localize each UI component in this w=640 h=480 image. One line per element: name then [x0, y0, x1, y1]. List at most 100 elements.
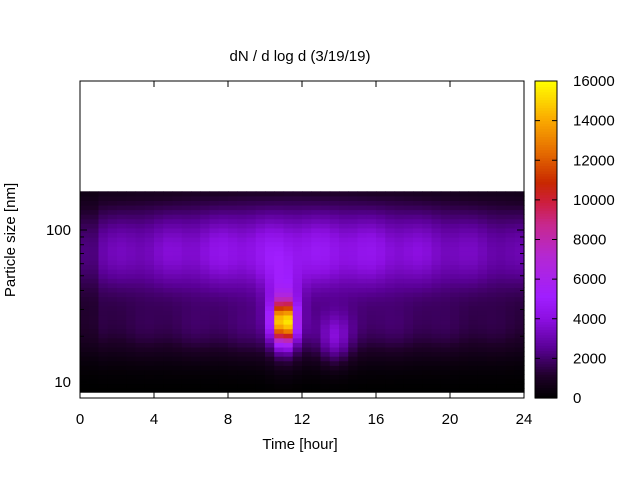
- heatmap-cell: [126, 314, 137, 321]
- heatmap-cell: [440, 388, 451, 394]
- heatmap-cell: [339, 191, 349, 197]
- y-axis-label: Particle size [nm]: [2, 183, 19, 297]
- heatmap-cell: [255, 328, 266, 334]
- heatmap-cell: [329, 346, 340, 353]
- heatmap-cell: [339, 255, 349, 261]
- heatmap-cell: [514, 209, 525, 215]
- heatmap-cell: [459, 314, 470, 321]
- heatmap-cell: [107, 200, 118, 206]
- heatmap-cell: [496, 209, 507, 215]
- colorbar-segment: [535, 181, 557, 185]
- heatmap-cell: [329, 273, 340, 279]
- heatmap-cell: [246, 223, 257, 229]
- heatmap-cell: [459, 191, 470, 197]
- heatmap-cell: [422, 232, 433, 238]
- heatmap-cell: [144, 227, 155, 234]
- heatmap-cell: [89, 378, 100, 385]
- heatmap-cell: [218, 337, 229, 343]
- heatmap-cell: [144, 278, 155, 284]
- heatmap-cell: [496, 250, 507, 256]
- heatmap-cell: [200, 227, 211, 234]
- heatmap-cell: [126, 264, 137, 270]
- colorbar-segment: [535, 149, 557, 153]
- heatmap-cell: [413, 269, 423, 275]
- heatmap-cell: [246, 324, 257, 330]
- heatmap-cell: [154, 346, 164, 353]
- heatmap-cell: [172, 273, 183, 279]
- heatmap-cell: [477, 378, 488, 385]
- heatmap-cell: [218, 250, 229, 256]
- heatmap-cell: [218, 200, 229, 206]
- heatmap-cell: [329, 282, 340, 288]
- heatmap-cell: [283, 378, 294, 385]
- heatmap-cell: [440, 346, 451, 353]
- heatmap-cell: [126, 269, 137, 275]
- heatmap-cell: [311, 301, 322, 307]
- heatmap-cell: [80, 246, 90, 252]
- heatmap-cell: [505, 356, 516, 362]
- heatmap-cell: [385, 250, 396, 256]
- heatmap-cell: [246, 310, 257, 316]
- heatmap-cell: [209, 250, 220, 256]
- heatmap-cell: [422, 383, 433, 389]
- heatmap-cell: [274, 218, 285, 224]
- heatmap-cell: [311, 209, 322, 215]
- heatmap-cell: [468, 282, 479, 288]
- heatmap-cell: [98, 250, 109, 256]
- heatmap-cell: [505, 250, 516, 256]
- heatmap-cell: [329, 259, 340, 266]
- heatmap-cell: [348, 360, 359, 366]
- heatmap-cell: [246, 369, 257, 376]
- heatmap-cell: [422, 301, 433, 307]
- heatmap-cell: [228, 191, 238, 197]
- colorbar-segment: [535, 316, 557, 320]
- heatmap-cell: [107, 333, 118, 339]
- heatmap-cell: [163, 259, 174, 266]
- heatmap-cell: [413, 259, 423, 266]
- heatmap-cell: [440, 204, 451, 211]
- heatmap-cell: [487, 337, 497, 343]
- heatmap-cell: [413, 319, 423, 325]
- heatmap-cell: [366, 301, 377, 307]
- heatmap-cell: [154, 204, 164, 211]
- colorbar-segment: [535, 374, 557, 378]
- heatmap-cell: [376, 374, 386, 380]
- heatmap-cell: [246, 218, 257, 224]
- heatmap-cell: [209, 200, 220, 206]
- colorbar-segment: [535, 292, 557, 296]
- heatmap-cell: [477, 191, 488, 197]
- heatmap-cell: [468, 200, 479, 206]
- heatmap-cell: [200, 328, 211, 334]
- heatmap-cell: [440, 227, 451, 234]
- heatmap-cell: [394, 255, 405, 261]
- heatmap-cell: [514, 223, 525, 229]
- heatmap-cell: [394, 388, 405, 394]
- heatmap-cell: [329, 378, 340, 385]
- heatmap-cell: [514, 369, 525, 376]
- heatmap-cell: [191, 328, 201, 334]
- heatmap-cell: [477, 383, 488, 389]
- heatmap-cell: [366, 259, 377, 266]
- heatmap-cell: [255, 296, 266, 302]
- heatmap-cell: [348, 337, 359, 343]
- heatmap-cell: [385, 333, 396, 339]
- colorbar-segment: [535, 96, 557, 101]
- heatmap-cell: [357, 369, 368, 376]
- heatmap-cell: [107, 305, 118, 311]
- heatmap-cell: [477, 214, 488, 220]
- heatmap-cell: [200, 319, 211, 325]
- heatmap-cell: [107, 388, 118, 394]
- colorbar-segment: [535, 205, 557, 209]
- heatmap-cell: [376, 214, 386, 220]
- heatmap-cell: [283, 218, 294, 224]
- heatmap-cell: [394, 369, 405, 376]
- heatmap-cell: [292, 255, 303, 261]
- heatmap-cell: [422, 305, 433, 311]
- heatmap-cell: [302, 388, 312, 394]
- heatmap-cell: [431, 195, 442, 201]
- heatmap-cell: [135, 374, 146, 380]
- heatmap-cell: [366, 227, 377, 234]
- heatmap-cell: [126, 296, 137, 302]
- colorbar-segment: [535, 353, 557, 357]
- heatmap-cell: [274, 214, 285, 220]
